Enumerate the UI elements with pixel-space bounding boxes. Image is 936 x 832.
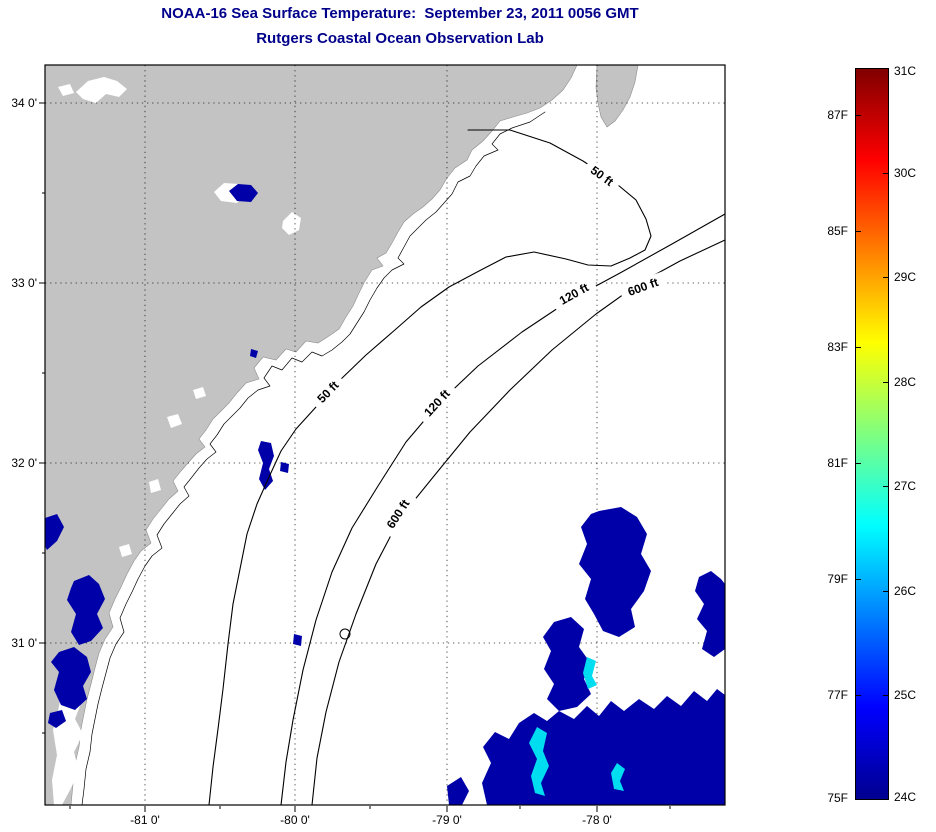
colorbar-tick-f: [856, 347, 861, 348]
sst-cool-patches: [529, 657, 625, 796]
map-frame: [44, 64, 726, 806]
colorbar-label-79f: 79F: [827, 572, 848, 586]
colorbar-tick-f: [856, 231, 861, 232]
colorbar-label-85f: 85F: [827, 224, 848, 238]
sst-cold-patches: [45, 184, 725, 805]
x-tick-label: -80 0': [280, 813, 310, 827]
colorbar-tick-f: [856, 695, 861, 696]
colorbar-tick-c: [883, 382, 888, 383]
colorbar-label-75f: 75F: [827, 791, 848, 805]
axis-ticks: [39, 102, 671, 812]
colorbar-label-24c: 24C: [894, 790, 917, 804]
colorbar-tick-c: [883, 486, 888, 487]
y-tick-label: 32 0': [11, 456, 37, 470]
colorbar-label-29c: 29C: [894, 270, 917, 284]
colorbar-label-27c: 27C: [894, 479, 917, 493]
colorbar-label-26c: 26C: [894, 584, 917, 598]
colorbar-tick-c: [883, 173, 888, 174]
colorbar-gradient: [855, 68, 889, 800]
barrier-island: [595, 64, 639, 128]
colorbar-label-81f: 81F: [827, 456, 848, 470]
contour-islet: [339, 628, 351, 640]
page-title: NOAA-16 Sea Surface Temperature: Septemb…: [161, 5, 639, 22]
colorbar-tick-f: [856, 115, 861, 116]
nearshore-contour: [81, 111, 546, 806]
colorbar-label-31c: 31C: [894, 64, 917, 78]
axis-labels: -81 0' -80 0' -79 0' -78 0' 34 0' 33 0' …: [11, 96, 611, 827]
colorbar-label-83f: 83F: [827, 340, 848, 354]
colorbar-label-25c: 25C: [894, 688, 917, 702]
y-tick-label: 33 0': [11, 276, 37, 290]
lat-lon-grid: [45, 65, 725, 805]
colorbar-label-77f: 77F: [827, 688, 848, 702]
y-tick-label: 34 0': [11, 96, 37, 110]
colorbar-tick-c: [883, 695, 888, 696]
land-mass: [44, 64, 639, 806]
colorbar-tick-f: [856, 579, 861, 580]
x-tick-label: -81 0': [130, 813, 160, 827]
x-tick-label: -79 0': [432, 813, 462, 827]
colorbar: 87F 85F 83F 81F 79F 77F 75F 31C 30C 29C …: [827, 64, 916, 805]
contour-50ft: [208, 129, 652, 806]
colorbar-tick-c: [883, 591, 888, 592]
colorbar-tick-c: [883, 277, 888, 278]
colorbar-tick-f: [856, 463, 861, 464]
page-subtitle: Rutgers Coastal Ocean Observation Lab: [256, 30, 544, 47]
colorbar-label-28c: 28C: [894, 375, 917, 389]
y-tick-label: 31 0': [11, 636, 37, 650]
colorbar-label-87f: 87F: [827, 108, 848, 122]
colorbar-label-30c: 30C: [894, 166, 917, 180]
x-tick-label: -78 0': [582, 813, 612, 827]
